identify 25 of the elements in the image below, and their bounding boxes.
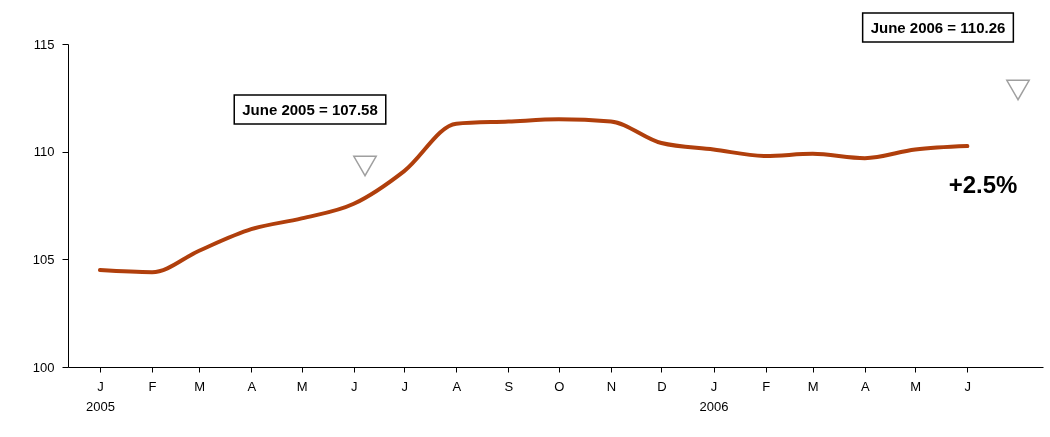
x-tick-label: A [452,378,462,394]
x-tick-label: J 2005 [85,378,115,414]
text: June 2006 = 110.26 [870,19,1006,36]
x-tick-label: F [148,378,157,394]
x-tick-label: F [762,378,771,394]
x-tick-label: M [194,378,206,394]
y-tick-label: 100 [32,359,55,375]
x-tick-label: A [860,378,870,394]
x-tick-label: O [554,378,565,394]
y-tick-label: 105 [32,251,55,267]
x-tick-label: S [504,378,514,394]
annotation: +2.5% [948,171,1018,198]
x-tick-label: A [247,378,257,394]
y-tick-label: 110 [33,144,55,160]
x-tick-label: M [296,378,308,394]
x-tick-label: N [606,378,617,394]
x-tick-label: M [910,378,922,394]
x-tick-label: J [964,378,972,394]
y-tick-label: 115 [33,36,55,52]
x-tick-label: D [657,378,667,394]
x-tick-label: J 2006 [699,378,729,414]
x-tick-label: M [807,378,819,394]
x-tick-label: J [351,378,358,394]
annotation: June 2005 = 107.58 [242,101,378,118]
x-tick-label: J [401,378,408,394]
